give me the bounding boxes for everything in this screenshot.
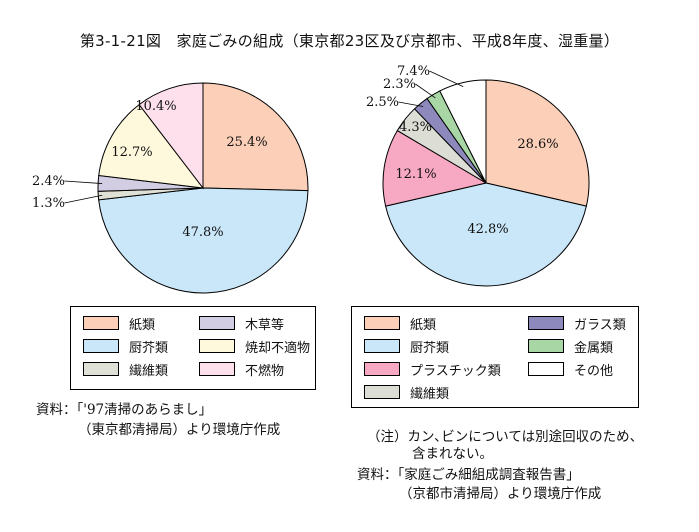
legend-kyoto-label-3: 繊維類: [410, 386, 450, 402]
note-kyoto-line1: （注）カン､ビンについては別途回収のため、: [367, 429, 644, 445]
legend-tokyo-swatch-2: [83, 362, 119, 376]
kyoto-leader-4: [398, 101, 424, 107]
kyoto-slice-label-6: 7.4%: [397, 64, 430, 79]
kyoto-leader-5: [415, 83, 436, 99]
legend-kyoto-item-6: その他: [528, 361, 614, 379]
legend-tokyo: 紙類厨芥類繊維類 木草等焼却不適物不燃物: [70, 306, 316, 390]
legend-kyoto-swatch-3: [364, 385, 400, 399]
legend-tokyo-item-5: 不燃物: [199, 361, 285, 379]
legend-kyoto-label-2: プラスチック類: [410, 363, 501, 379]
legend-kyoto-item-5: 金属類: [528, 338, 614, 356]
tokyo-leader-3: [64, 180, 103, 184]
kyoto-slice-label-5: 2.3%: [383, 77, 416, 92]
legend-tokyo-item-3: 木草等: [199, 315, 285, 333]
legend-tokyo-label-4: 焼却不適物: [245, 340, 311, 356]
tokyo-leader-2: [64, 194, 103, 204]
source-tokyo-line1: 資料：「'97清掃のあらまし」: [36, 402, 213, 418]
legend-tokyo-label-5: 不燃物: [245, 363, 285, 379]
legend-tokyo-swatch-1: [83, 339, 119, 353]
legend-kyoto-item-2: プラスチック類: [364, 361, 501, 379]
legend-kyoto-swatch-6: [528, 362, 564, 376]
legend-kyoto-swatch-0: [364, 316, 400, 330]
tokyo-slice-label-2: 1.3%: [32, 196, 65, 211]
kyoto-slice-label-0: 28.6%: [517, 137, 558, 152]
kyoto-slice-label-1: 42.8%: [467, 222, 508, 237]
legend-tokyo-label-2: 繊維類: [129, 363, 169, 379]
legend-kyoto: 紙類厨芥類プラスチック類 繊維類 ガラス類金属類その他: [351, 306, 639, 408]
legend-kyoto-swatch-2: [364, 362, 400, 376]
kyoto-slice-0: [485, 79, 590, 207]
pie-charts: 25.4% 47.8% 1.3% 2.4% 12.7% 10.4% 28.6% 42.8% 12…: [32, 64, 590, 294]
legend-kyoto-swatch-1: [364, 339, 400, 353]
legend-tokyo-label-0: 紙類: [129, 317, 156, 333]
tokyo-slice-4: [98, 103, 205, 189]
chart-title: 第3-1-21図 家庭ごみの組成（東京都23区及び京都市、平成8年度、湿重量）: [79, 32, 620, 50]
legend-kyoto-label-6: その他: [574, 363, 614, 379]
tokyo-slice-label-1: 47.8%: [182, 225, 223, 240]
tokyo-slice-label-3: 2.4%: [32, 174, 65, 189]
legend-tokyo-swatch-5: [199, 362, 235, 376]
tokyo-slice-label-0: 25.4%: [226, 135, 267, 150]
legend-tokyo-item-0: 紙類: [83, 315, 156, 333]
legend-kyoto-item-4: ガラス類: [528, 315, 626, 333]
tokyo-slice-label-5: 10.4%: [135, 99, 176, 114]
legend-tokyo-swatch-4: [199, 339, 235, 353]
legend-tokyo-label-3: 木草等: [245, 317, 285, 333]
source-kyoto-line2: （京都市清掃局）より環境庁作成: [399, 486, 602, 502]
legend-kyoto-item-3: 繊維類: [364, 384, 450, 402]
legend-kyoto-label-0: 紙類: [410, 317, 437, 333]
kyoto-slice-label-2: 12.1%: [395, 167, 436, 182]
source-tokyo-line2: （東京都清掃局）より環境庁作成: [78, 422, 281, 438]
tokyo-slice-1: [98, 187, 309, 294]
legend-kyoto-label-1: 厨芥類: [410, 340, 450, 356]
tokyo-slice-5: [138, 82, 204, 190]
legend-kyoto-label-5: 金属類: [574, 340, 614, 356]
legend-kyoto-label-4: ガラス類: [574, 317, 626, 333]
legend-kyoto-item-1: 厨芥類: [364, 338, 450, 356]
legend-tokyo-item-4: 焼却不適物: [199, 338, 311, 356]
legend-kyoto-swatch-4: [528, 316, 564, 330]
kyoto-slice-6: [439, 79, 487, 184]
kyoto-slice-label-4: 2.5%: [366, 95, 399, 110]
legend-tokyo-swatch-3: [199, 316, 235, 330]
kyoto-slice-1: [385, 182, 587, 287]
legend-tokyo-label-1: 厨芥類: [129, 340, 169, 356]
note-kyoto-line2: 含まれない。: [412, 446, 493, 462]
legend-tokyo-item-2: 繊維類: [83, 361, 169, 379]
kyoto-leader-6: [429, 70, 464, 88]
legend-kyoto-swatch-5: [528, 339, 564, 353]
legend-kyoto-item-0: 紙類: [364, 315, 437, 333]
kyoto-slice-2: [382, 129, 488, 207]
legend-tokyo-swatch-0: [83, 316, 119, 330]
tokyo-slice-label-4: 12.7%: [111, 145, 152, 160]
source-kyoto-line1: 資料：「家庭ごみ細組成調査報告書」: [357, 467, 580, 483]
tokyo-slice-0: [202, 82, 309, 192]
legend-tokyo-item-1: 厨芥類: [83, 338, 169, 356]
kyoto-slice-label-3: 4.3%: [399, 120, 432, 135]
